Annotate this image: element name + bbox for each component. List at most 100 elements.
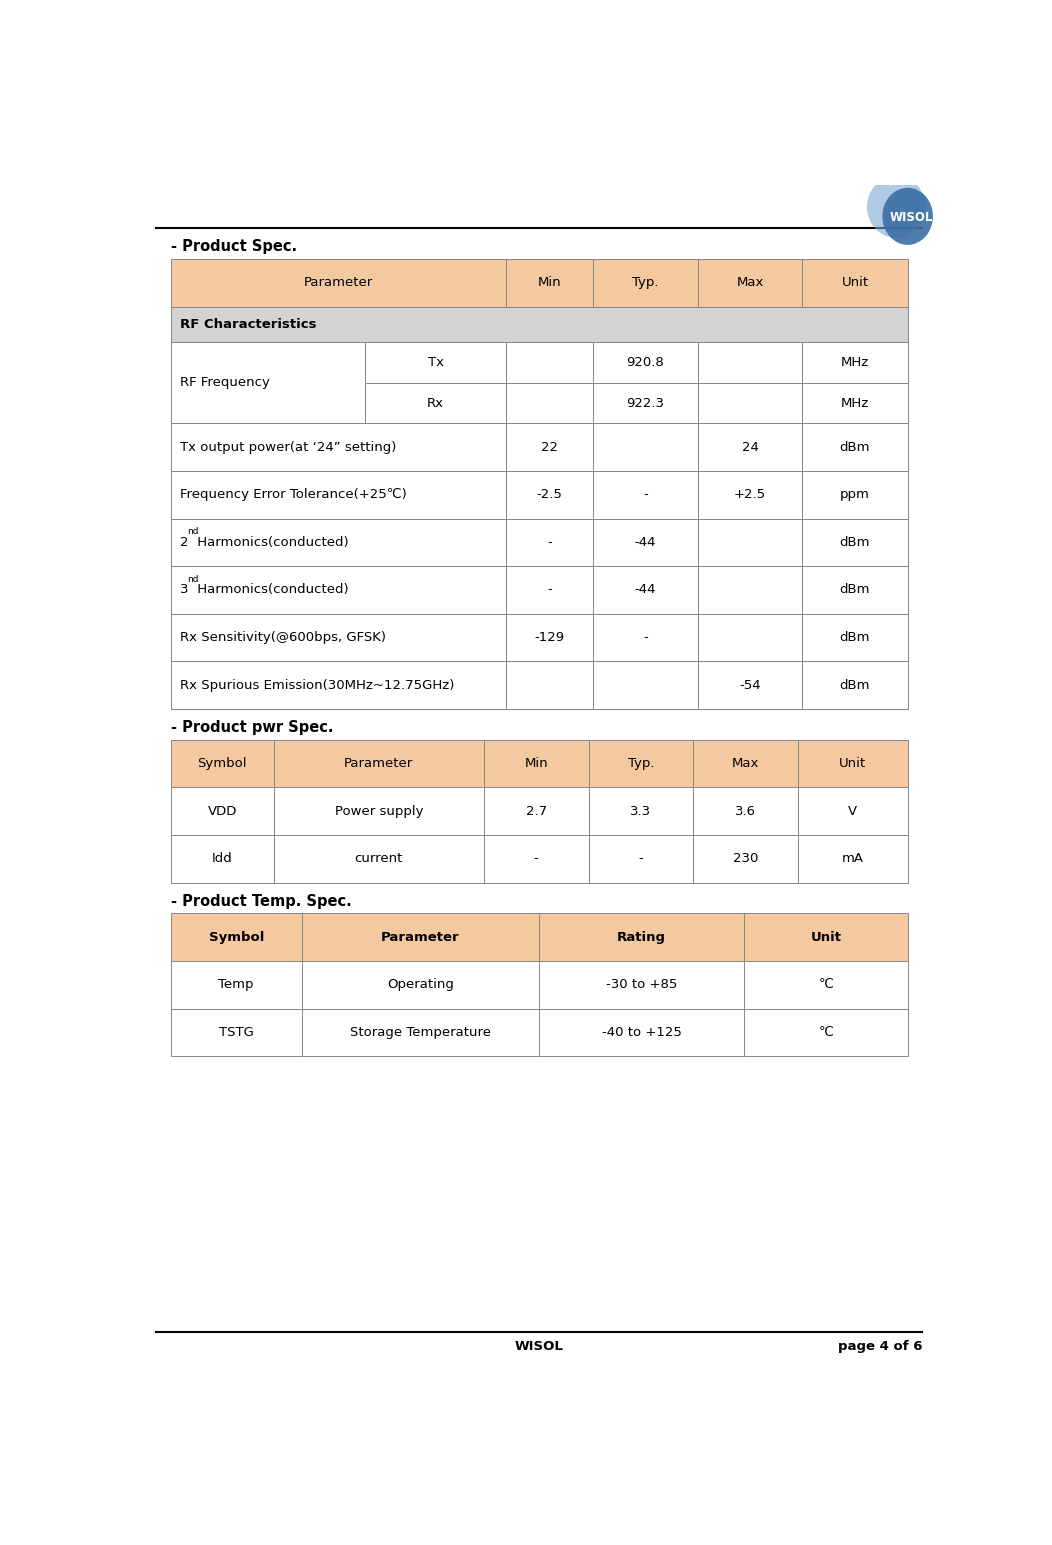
Text: -: - bbox=[533, 853, 539, 865]
Bar bbox=[170, 1009, 302, 1057]
Text: -40 to +125: -40 to +125 bbox=[602, 1026, 682, 1038]
Bar bbox=[697, 423, 803, 471]
Bar bbox=[697, 613, 803, 661]
Text: Rating: Rating bbox=[618, 930, 666, 944]
Text: dBm: dBm bbox=[839, 536, 870, 548]
Text: -129: -129 bbox=[534, 630, 565, 644]
Bar bbox=[797, 788, 908, 834]
Ellipse shape bbox=[883, 188, 933, 246]
Bar bbox=[803, 383, 908, 423]
Bar bbox=[803, 343, 908, 383]
Text: Tx output power(at ‘24” setting): Tx output power(at ‘24” setting) bbox=[181, 440, 397, 454]
Text: Parameter: Parameter bbox=[381, 930, 460, 944]
Bar bbox=[170, 613, 506, 661]
Bar bbox=[170, 961, 302, 1009]
Bar bbox=[593, 661, 697, 709]
Text: dBm: dBm bbox=[839, 678, 870, 692]
Text: -44: -44 bbox=[634, 536, 656, 548]
Bar bbox=[506, 565, 593, 613]
Text: -2.5: -2.5 bbox=[537, 488, 563, 501]
Text: -: - bbox=[547, 584, 552, 596]
Text: dBm: dBm bbox=[839, 630, 870, 644]
Text: Min: Min bbox=[538, 277, 562, 289]
Text: current: current bbox=[355, 853, 403, 865]
Bar bbox=[539, 1009, 744, 1057]
Text: nd: nd bbox=[187, 527, 199, 536]
Bar bbox=[744, 913, 908, 961]
Text: Min: Min bbox=[524, 757, 548, 769]
Bar bbox=[506, 661, 593, 709]
Text: Tx: Tx bbox=[427, 357, 444, 369]
Bar bbox=[506, 613, 593, 661]
Text: ℃: ℃ bbox=[818, 1026, 833, 1038]
Bar bbox=[593, 613, 697, 661]
Text: Max: Max bbox=[732, 757, 760, 769]
Text: Temp: Temp bbox=[219, 978, 254, 992]
Text: Rx Sensitivity(@600bps, GFSK): Rx Sensitivity(@600bps, GFSK) bbox=[181, 630, 386, 644]
Bar bbox=[697, 661, 803, 709]
Text: - Product Spec.: - Product Spec. bbox=[170, 239, 297, 255]
Bar bbox=[797, 740, 908, 788]
Bar bbox=[588, 834, 693, 882]
Text: Typ.: Typ. bbox=[628, 757, 654, 769]
Text: -44: -44 bbox=[634, 584, 656, 596]
Text: page 4 of 6: page 4 of 6 bbox=[837, 1340, 923, 1353]
Text: Frequency Error Tolerance(+25℃): Frequency Error Tolerance(+25℃) bbox=[181, 488, 407, 501]
Bar bbox=[170, 519, 506, 565]
Text: -: - bbox=[547, 536, 552, 548]
Bar bbox=[506, 471, 593, 519]
Text: Symbol: Symbol bbox=[198, 757, 247, 769]
Bar bbox=[170, 565, 506, 613]
Text: Unit: Unit bbox=[810, 930, 842, 944]
Text: Idd: Idd bbox=[211, 853, 232, 865]
Text: 2.7: 2.7 bbox=[526, 805, 547, 817]
Text: 24: 24 bbox=[742, 440, 758, 454]
Bar bbox=[484, 788, 588, 834]
Bar bbox=[506, 260, 593, 307]
Text: 3.6: 3.6 bbox=[735, 805, 756, 817]
Text: ℃: ℃ bbox=[818, 978, 833, 992]
Bar bbox=[697, 260, 803, 307]
Bar bbox=[588, 740, 693, 788]
Text: Storage Temperature: Storage Temperature bbox=[350, 1026, 491, 1038]
Bar bbox=[365, 383, 506, 423]
Bar bbox=[170, 661, 506, 709]
Text: +2.5: +2.5 bbox=[734, 488, 766, 501]
Text: Power supply: Power supply bbox=[335, 805, 423, 817]
Text: Unit: Unit bbox=[842, 277, 869, 289]
Bar bbox=[588, 788, 693, 834]
Text: 920.8: 920.8 bbox=[626, 357, 664, 369]
Bar bbox=[302, 961, 539, 1009]
Bar bbox=[274, 834, 484, 882]
Bar bbox=[697, 519, 803, 565]
Text: VDD: VDD bbox=[207, 805, 237, 817]
Text: WISOL: WISOL bbox=[514, 1340, 564, 1353]
Bar bbox=[593, 565, 697, 613]
Text: 22: 22 bbox=[541, 440, 558, 454]
Bar bbox=[744, 961, 908, 1009]
Bar bbox=[593, 471, 697, 519]
Text: Typ.: Typ. bbox=[632, 277, 659, 289]
Bar bbox=[803, 471, 908, 519]
Text: Unit: Unit bbox=[839, 757, 866, 769]
Bar bbox=[803, 519, 908, 565]
Bar bbox=[539, 913, 744, 961]
Text: Rx: Rx bbox=[427, 397, 444, 409]
Bar bbox=[697, 343, 803, 383]
Bar bbox=[693, 740, 797, 788]
Text: mA: mA bbox=[842, 853, 864, 865]
Bar bbox=[593, 519, 697, 565]
Text: Rx Spurious Emission(30MHz~12.75GHz): Rx Spurious Emission(30MHz~12.75GHz) bbox=[181, 678, 454, 692]
Bar bbox=[274, 740, 484, 788]
Text: 922.3: 922.3 bbox=[626, 397, 664, 409]
Text: MHz: MHz bbox=[841, 397, 869, 409]
Text: -: - bbox=[643, 630, 648, 644]
Bar bbox=[506, 519, 593, 565]
Bar bbox=[593, 260, 697, 307]
Bar bbox=[693, 834, 797, 882]
Text: TSTG: TSTG bbox=[219, 1026, 254, 1038]
Bar bbox=[803, 613, 908, 661]
Text: RF Frequency: RF Frequency bbox=[181, 377, 270, 389]
Text: Harmonics(conducted): Harmonics(conducted) bbox=[193, 584, 348, 596]
Bar bbox=[797, 834, 908, 882]
